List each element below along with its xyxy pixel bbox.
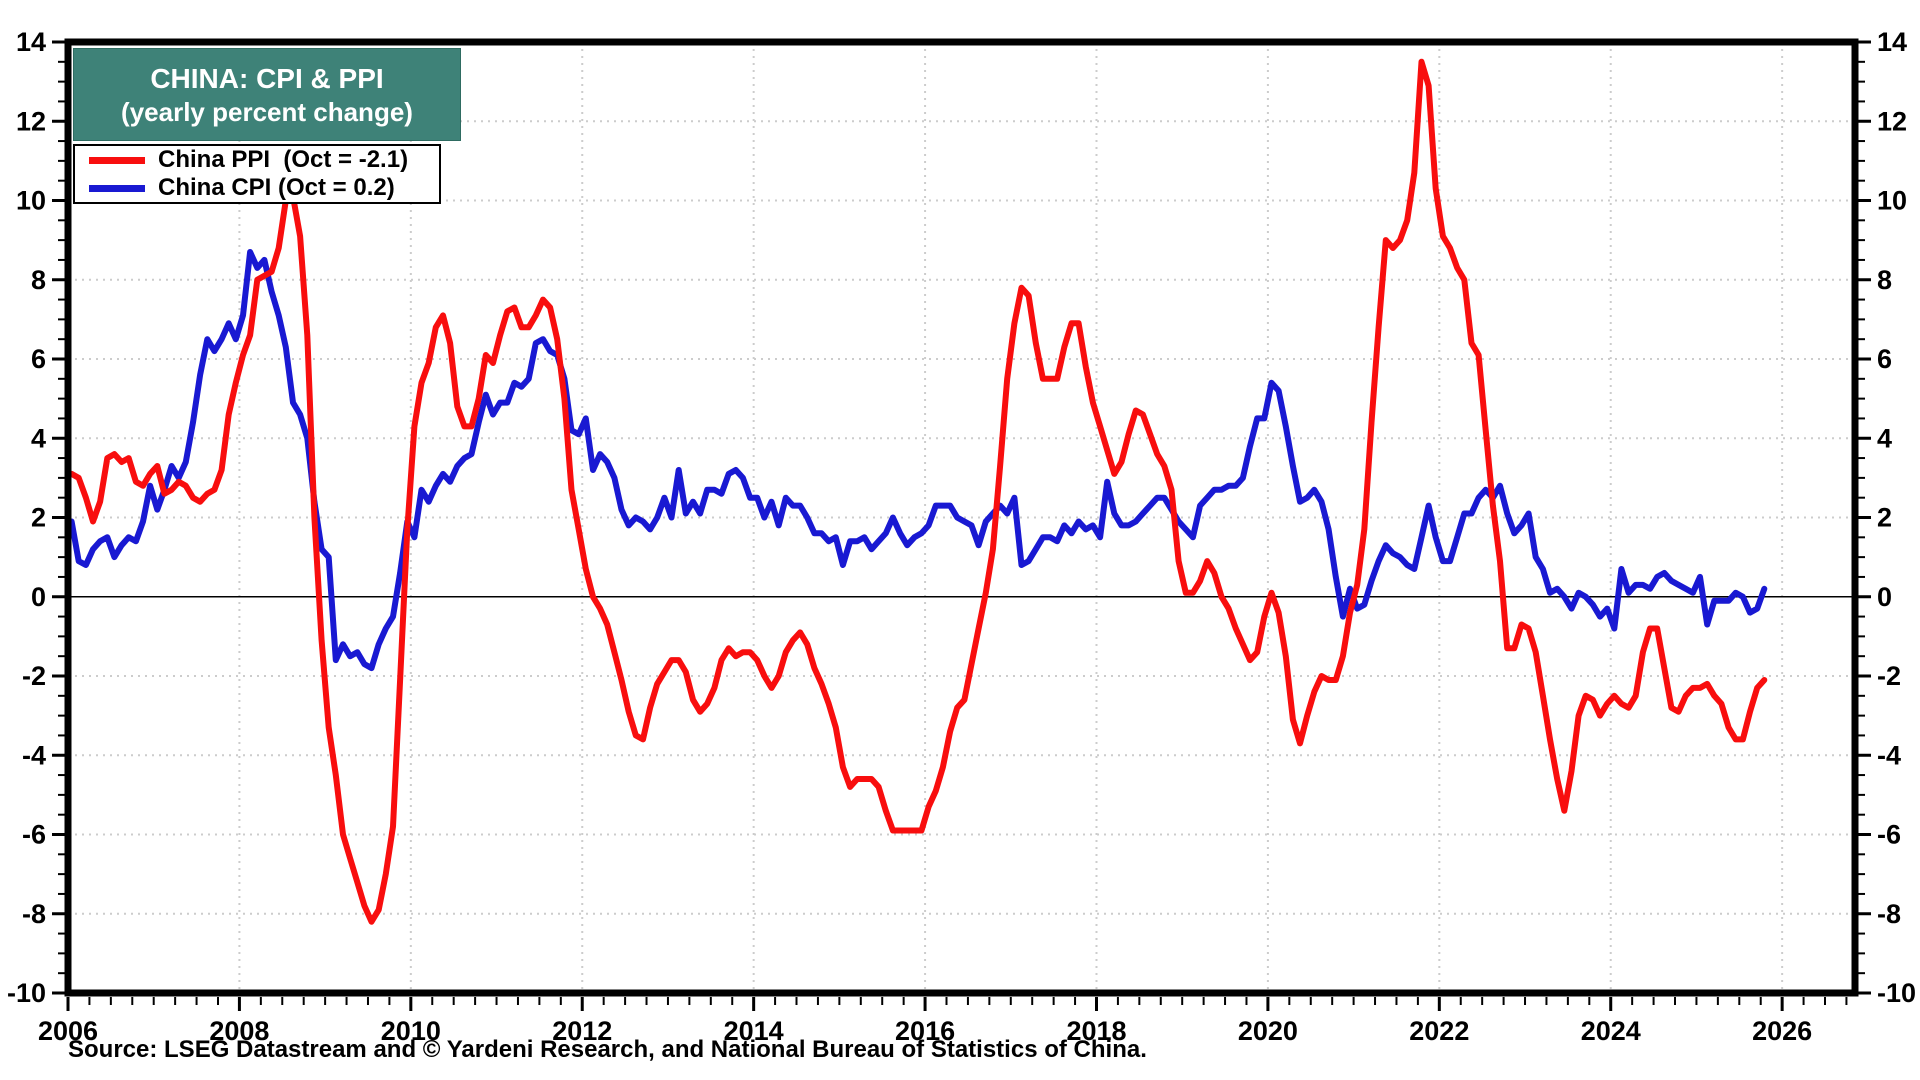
svg-text:2012: 2012	[552, 1016, 612, 1046]
svg-text:8: 8	[1877, 265, 1892, 295]
ppi-line-swatch	[89, 156, 145, 164]
svg-text:8: 8	[31, 265, 46, 295]
source-attribution: Source: LSEG Datastream and © Yardeni Re…	[68, 1036, 1147, 1063]
svg-text:2026: 2026	[1752, 1016, 1812, 1046]
svg-text:-4: -4	[1877, 740, 1901, 770]
svg-text:0: 0	[1877, 582, 1892, 612]
svg-text:12: 12	[16, 106, 46, 136]
cpi-line-swatch	[89, 184, 145, 192]
svg-text:2008: 2008	[209, 1016, 269, 1046]
svg-text:-6: -6	[1877, 820, 1901, 850]
svg-text:-2: -2	[22, 661, 46, 691]
legend-label-cpi: China CPI (Oct = 0.2)	[158, 174, 395, 201]
svg-text:-2: -2	[1877, 661, 1901, 691]
svg-text:14: 14	[1877, 27, 1907, 57]
chart-title: CHINA: CPI & PPI	[150, 62, 384, 94]
svg-text:2024: 2024	[1581, 1016, 1641, 1046]
legend-item-ppi: China PPI (Oct = -2.1)	[89, 146, 439, 173]
svg-text:2: 2	[1877, 503, 1892, 533]
svg-text:2010: 2010	[381, 1016, 441, 1046]
svg-text:-8: -8	[1877, 899, 1901, 929]
svg-text:-8: -8	[22, 899, 46, 929]
svg-text:2020: 2020	[1238, 1016, 1298, 1046]
svg-text:-10: -10	[1877, 978, 1916, 1008]
svg-text:2022: 2022	[1409, 1016, 1469, 1046]
legend-label-ppi: China PPI (Oct = -2.1)	[158, 146, 409, 173]
svg-text:2006: 2006	[38, 1016, 98, 1046]
svg-text:14: 14	[16, 27, 46, 57]
svg-text:-10: -10	[7, 978, 46, 1008]
svg-text:10: 10	[1877, 186, 1907, 216]
svg-text:4: 4	[1877, 423, 1892, 453]
svg-text:0: 0	[31, 582, 46, 612]
svg-text:2014: 2014	[724, 1016, 784, 1046]
svg-text:6: 6	[31, 344, 46, 374]
svg-text:10: 10	[16, 186, 46, 216]
svg-text:6: 6	[1877, 344, 1892, 374]
chart-subtitle: (yearly percent change)	[121, 96, 413, 127]
svg-text:2018: 2018	[1066, 1016, 1126, 1046]
svg-text:-6: -6	[22, 820, 46, 850]
svg-text:2: 2	[31, 503, 46, 533]
svg-text:2016: 2016	[895, 1016, 955, 1046]
svg-text:12: 12	[1877, 106, 1907, 136]
chart-title-box: CHINA: CPI & PPI (yearly percent change)	[73, 48, 461, 141]
legend-item-cpi: China CPI (Oct = 0.2)	[89, 174, 439, 201]
svg-text:-4: -4	[22, 740, 46, 770]
svg-text:4: 4	[31, 423, 46, 453]
chart-legend: China PPI (Oct = -2.1) China CPI (Oct = …	[73, 144, 441, 204]
